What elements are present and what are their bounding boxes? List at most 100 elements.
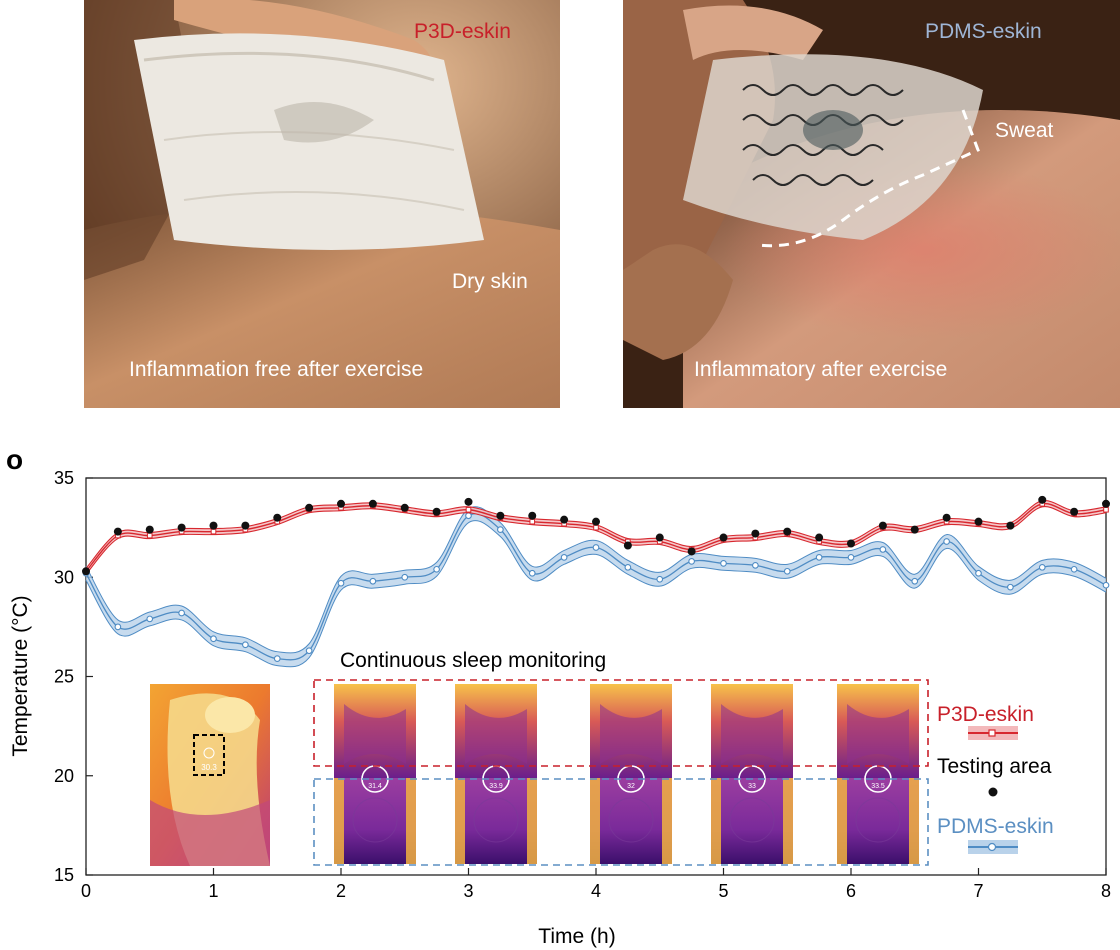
testing-point-31 xyxy=(1070,507,1079,516)
pdms-point-6 xyxy=(273,655,281,662)
testing-point-29 xyxy=(1006,521,1015,530)
chart-series xyxy=(82,495,1110,668)
x-axis-label: Time (h) xyxy=(538,925,615,948)
pdms-point-21 xyxy=(752,561,759,569)
pdms-point-32 xyxy=(1102,581,1110,589)
series-pdms-eskin xyxy=(82,506,1110,668)
testing-point-16 xyxy=(592,517,600,526)
pdms-point-9 xyxy=(369,577,377,585)
photo-pdms-eskin: PDMS-eskin Sweat Inflammatory after exer… xyxy=(623,0,1120,408)
testing-point-2 xyxy=(145,525,154,534)
axis-ticks: 0 1 2 3 4 5 6 7 8 15 20 25 30 35 xyxy=(54,468,1111,901)
legend-label-testing: Testing area xyxy=(937,755,1052,778)
pdms-point-3 xyxy=(178,609,185,617)
pdms-point-27 xyxy=(943,538,950,545)
y-tick-label-35: 35 xyxy=(54,468,74,488)
testing-point-6 xyxy=(273,513,282,522)
testing-point-30 xyxy=(1038,495,1047,504)
panel-letter: o xyxy=(6,444,24,475)
testing-point-15 xyxy=(560,515,569,524)
p3d-point-16 xyxy=(593,524,599,531)
right-photo-caption: Inflammatory after exercise xyxy=(694,358,948,381)
x-tick-label-2: 2 xyxy=(336,881,346,901)
p3d-eskin-label: P3D-eskin xyxy=(414,20,511,43)
testing-point-18 xyxy=(655,533,664,542)
pdms-band-edge-1 xyxy=(85,520,1107,668)
pdms-point-10 xyxy=(401,573,409,581)
testing-point-23 xyxy=(815,533,824,542)
legend-label-p3d: P3D-eskin xyxy=(937,703,1034,726)
pdms-point-5 xyxy=(242,641,249,649)
legend-marker-p3d xyxy=(988,729,996,737)
x-tick-label-3: 3 xyxy=(463,881,473,901)
testing-point-19 xyxy=(687,547,696,556)
p3d-point-2 xyxy=(146,532,153,539)
pdms-point-25 xyxy=(879,546,887,553)
temperature-chart: 0 1 2 3 4 5 6 7 8 15 20 25 30 35 Time (h) Temperature… xyxy=(9,468,1111,948)
pdms-point-7 xyxy=(305,647,313,655)
pdms-point-14 xyxy=(528,569,536,577)
testing-point-3 xyxy=(177,523,186,532)
testing-point-7 xyxy=(305,503,314,512)
x-tick-label-0: 0 xyxy=(81,881,91,901)
thermal-frame-5: 33.5 xyxy=(837,684,919,864)
pdms-point-2 xyxy=(146,615,154,623)
series-testing-area xyxy=(82,495,1110,576)
y-axis-label: Temperature (°C) xyxy=(9,595,32,756)
pdms-point-16 xyxy=(592,544,600,551)
x-tick-label-8: 8 xyxy=(1101,881,1111,901)
thermal-reference-image: 30.3 xyxy=(150,684,270,866)
pdms-point-26 xyxy=(911,577,919,585)
p3d-band-edge-1 xyxy=(85,506,1107,575)
testing-point-0 xyxy=(82,567,90,576)
pdms-point-19 xyxy=(688,558,695,565)
testing-point-13 xyxy=(496,511,505,520)
pdms-point-11 xyxy=(433,565,440,573)
testing-point-27 xyxy=(942,513,951,522)
pdms-point-23 xyxy=(815,554,823,561)
pdms-point-17 xyxy=(624,563,632,571)
pdms-eskin-label: PDMS-eskin xyxy=(925,20,1042,43)
p3d-band-edge-0 xyxy=(85,500,1107,569)
frame-reading-4: 33 xyxy=(748,783,756,790)
testing-point-12 xyxy=(464,497,473,506)
testing-point-10 xyxy=(400,503,409,512)
testing-point-20 xyxy=(719,533,728,542)
pdms-band-edge-0 xyxy=(85,506,1107,654)
testing-point-9 xyxy=(368,499,377,508)
photo-p3d-eskin: P3D-eskin Dry skin Inflammation free aft… xyxy=(84,0,560,408)
thermal-frame-4: 33 xyxy=(711,684,793,864)
x-tick-label-4: 4 xyxy=(591,881,601,901)
p3d-point-32 xyxy=(1103,506,1109,513)
testing-point-22 xyxy=(783,527,792,536)
frame-reading-1: 31.4 xyxy=(368,783,382,790)
p3d-point-12 xyxy=(465,506,472,513)
legend-marker-pdms xyxy=(987,842,997,852)
pdms-point-18 xyxy=(656,575,664,583)
frame-reading-3: 32 xyxy=(627,783,635,790)
pdms-point-24 xyxy=(847,554,855,561)
legend-marker-testing xyxy=(988,787,998,797)
testing-point-26 xyxy=(910,525,919,534)
thermal-frame-2: 33.9 xyxy=(455,684,537,864)
p3d-region-box xyxy=(313,679,929,767)
testing-point-25 xyxy=(878,521,887,530)
pdms-point-8 xyxy=(337,579,345,587)
pdms-point-20 xyxy=(720,560,727,567)
legend: P3D-eskin Testing area PDMS-eskin xyxy=(937,703,1054,854)
x-tick-label-6: 6 xyxy=(846,881,856,901)
testing-point-24 xyxy=(847,539,855,548)
pdms-point-31 xyxy=(1070,565,1078,573)
x-tick-label-7: 7 xyxy=(973,881,983,901)
thermal-inset: Continuous sleep monitoring 30.3 31.4 33.… xyxy=(150,649,929,866)
testing-point-14 xyxy=(528,511,537,520)
pdms-point-13 xyxy=(497,526,504,533)
frame-reading-2: 33.9 xyxy=(489,783,503,790)
pdms-point-12 xyxy=(465,512,472,520)
left-photo-caption: Inflammation free after exercise xyxy=(129,358,424,381)
pdms-point-22 xyxy=(783,567,791,575)
testing-point-28 xyxy=(974,517,983,526)
pdms-region-box xyxy=(313,778,929,866)
testing-point-32 xyxy=(1102,499,1110,508)
dry-skin-annotation: Dry skin xyxy=(452,270,528,293)
